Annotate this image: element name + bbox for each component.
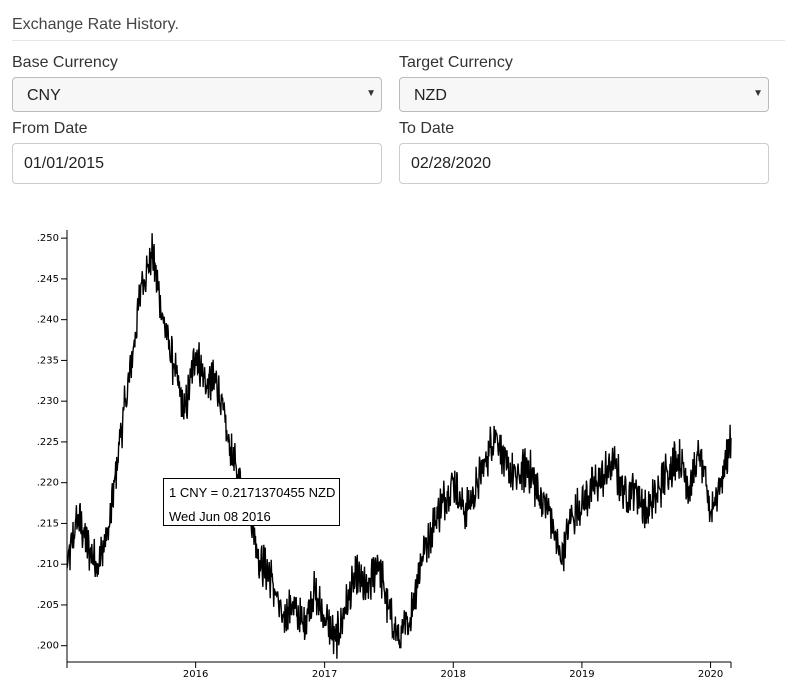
y-tick-label: .215 bbox=[37, 518, 59, 529]
target-currency-value: NZD bbox=[414, 87, 447, 104]
tooltip-date-text: Wed Jun 08 2016 bbox=[169, 509, 271, 524]
target-currency-label: Target Currency bbox=[399, 54, 513, 71]
to-date-label: To Date bbox=[399, 120, 455, 137]
y-tick-label: .200 bbox=[37, 641, 59, 652]
y-tick-label: .225 bbox=[37, 437, 59, 448]
y-tick-label: .235 bbox=[37, 355, 59, 366]
y-tick-label: .210 bbox=[37, 559, 59, 570]
rate-tooltip: 1 CNY = 0.2171370455 NZD Wed Jun 08 2016 bbox=[163, 478, 340, 526]
title-divider bbox=[12, 40, 785, 41]
y-tick-label: .240 bbox=[37, 315, 59, 326]
from-date-input[interactable] bbox=[12, 143, 382, 184]
y-tick-label: .220 bbox=[37, 478, 59, 489]
exchange-rate-chart: .200 .205 .210 .215 .220 .225 .230 .235 .240 .245… bbox=[37, 230, 732, 680]
x-tick-label: 2019 bbox=[569, 669, 594, 680]
x-tick-label: 2017 bbox=[312, 669, 337, 680]
base-currency-value: CNY bbox=[27, 87, 61, 104]
tooltip-rate-text: 1 CNY = 0.2171370455 NZD bbox=[169, 485, 336, 500]
y-tick-label: .245 bbox=[37, 274, 59, 285]
from-date-label: From Date bbox=[12, 120, 88, 137]
chart-axes: .200 .205 .210 .215 .220 .225 .230 .235 .240 .245… bbox=[37, 230, 732, 680]
y-tick-label: .250 bbox=[37, 233, 59, 244]
base-currency-label: Base Currency bbox=[12, 54, 118, 71]
chevron-down-icon: ▼ bbox=[366, 88, 376, 99]
chevron-down-icon: ▼ bbox=[753, 88, 763, 99]
exchange-rate-line bbox=[66, 233, 732, 659]
page-title: Exchange Rate History. bbox=[12, 16, 179, 33]
target-currency-select[interactable]: NZD ▼ bbox=[399, 77, 769, 112]
base-currency-select[interactable]: CNY ▼ bbox=[12, 77, 382, 112]
x-tick-label: 2016 bbox=[183, 669, 208, 680]
to-date-input[interactable] bbox=[399, 143, 769, 184]
y-tick-label: .230 bbox=[37, 396, 59, 407]
y-tick-label: .205 bbox=[37, 600, 59, 611]
x-tick-label: 2018 bbox=[441, 669, 466, 680]
x-tick-label: 2020 bbox=[698, 669, 723, 680]
